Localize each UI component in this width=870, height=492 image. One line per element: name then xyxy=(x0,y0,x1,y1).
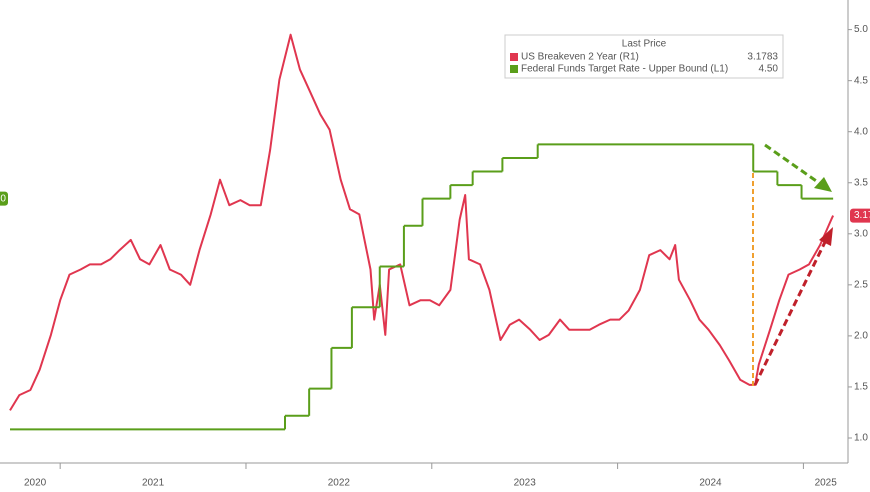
x-tick-label: 2021 xyxy=(142,478,165,489)
x-tick-label: 2022 xyxy=(328,478,351,489)
y2-tick-label: 4.0 xyxy=(854,126,868,137)
x-tick-label: 2025 xyxy=(815,478,838,489)
last-price-badge-label: 4.50 xyxy=(0,193,6,204)
y2-tick-label: 5.0 xyxy=(854,24,868,35)
y2-tick-label: 2.5 xyxy=(854,279,868,290)
y2-tick-label: 4.5 xyxy=(854,75,868,86)
x-tick-label: 2023 xyxy=(514,478,537,489)
legend-title: Last Price xyxy=(622,39,667,50)
legend-label: Federal Funds Target Rate - Upper Bound … xyxy=(521,64,728,75)
series-line xyxy=(9,33,835,411)
y2-tick-label: 3.5 xyxy=(854,177,868,188)
arrow-head xyxy=(819,227,833,246)
legend-value: 3.1783 xyxy=(747,52,778,63)
legend-value: 4.50 xyxy=(759,64,779,75)
last-price-badge-label: 3.1783 xyxy=(854,210,870,221)
y2-tick-label: 2.0 xyxy=(854,331,868,342)
y2-tick-label: 3.0 xyxy=(854,228,868,239)
legend-swatch xyxy=(510,65,518,73)
annotation-arrow xyxy=(764,143,823,187)
y2-tick-label: 1.5 xyxy=(854,382,868,393)
y2-tick-label: 1.0 xyxy=(854,433,868,444)
annotation-arrow xyxy=(753,239,828,386)
legend-entries: US Breakeven 2 Year (R1) 3.1783 Federal Fu… xyxy=(510,52,778,75)
last-price-badge xyxy=(0,191,8,206)
legend-label: US Breakeven 2 Year (R1) xyxy=(521,52,639,63)
legend xyxy=(504,34,784,79)
legend-swatch xyxy=(510,53,518,61)
plot-area xyxy=(9,33,835,431)
last-price-badge xyxy=(850,208,870,223)
arrow-head xyxy=(814,177,832,192)
x-tick-label: 2024 xyxy=(699,478,722,489)
x-tick-label: 2020 xyxy=(24,478,47,489)
